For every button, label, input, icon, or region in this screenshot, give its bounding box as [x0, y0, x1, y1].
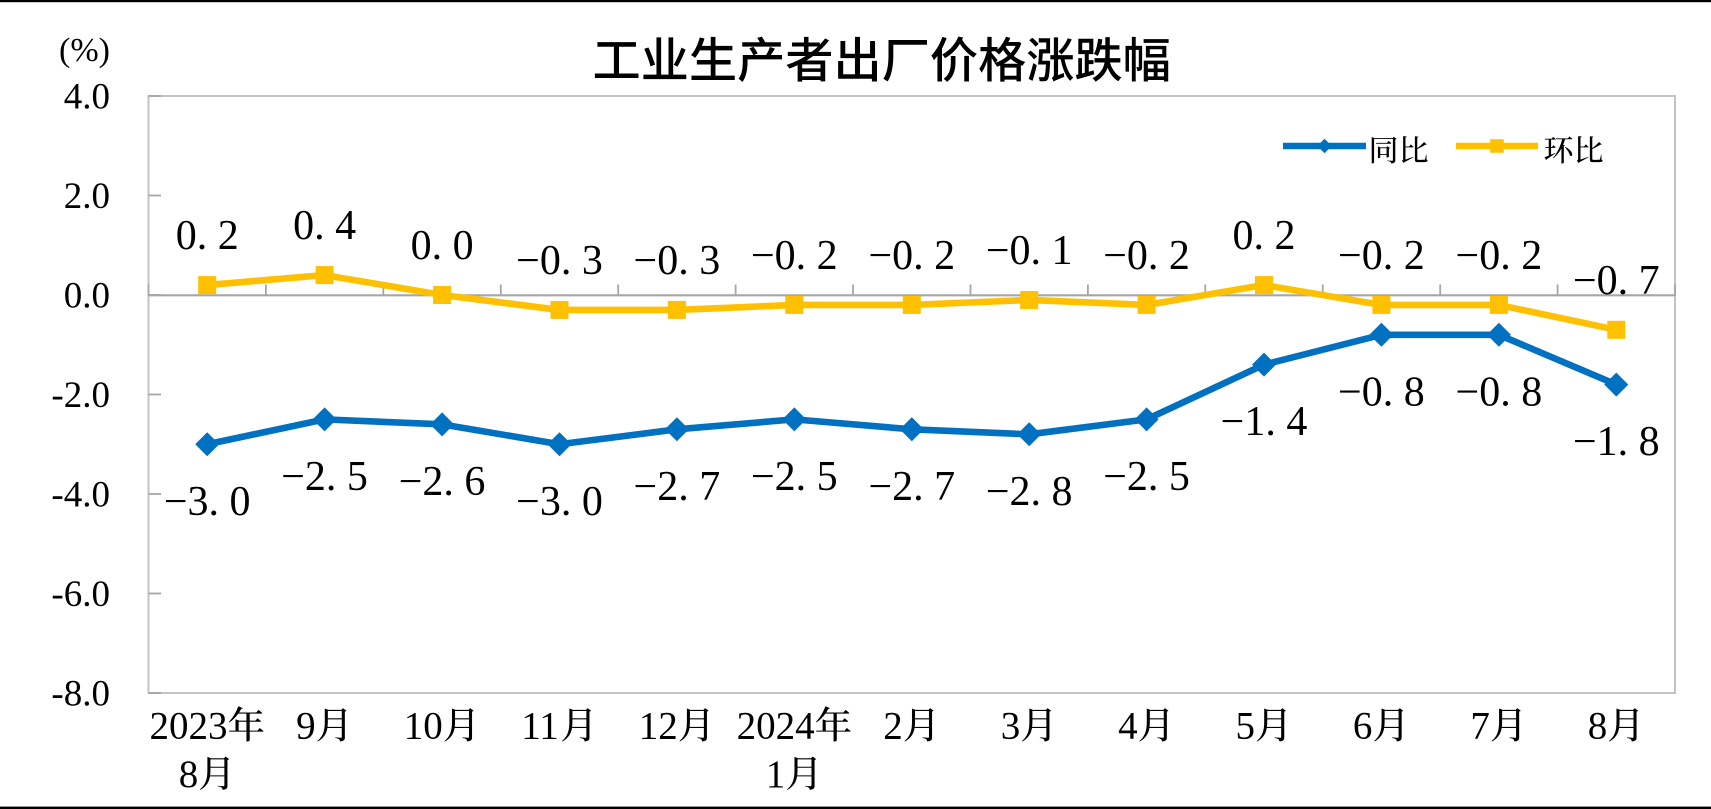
- svg-text:-8.0: -8.0: [51, 674, 110, 715]
- svg-text:−3. 0: −3. 0: [164, 479, 251, 525]
- svg-text:−2. 5: −2. 5: [281, 454, 368, 500]
- svg-text:6: 6: [1353, 704, 1373, 747]
- svg-text:9: 9: [296, 704, 316, 747]
- svg-text:0. 0: 0. 0: [411, 223, 474, 269]
- svg-text:3: 3: [1001, 704, 1021, 747]
- svg-text:0. 4: 0. 4: [293, 203, 356, 249]
- svg-text:−0. 8: −0. 8: [1456, 369, 1543, 415]
- svg-text:2024: 2024: [737, 704, 815, 747]
- svg-text:2: 2: [883, 704, 903, 747]
- svg-text:−0. 1: −0. 1: [986, 228, 1073, 274]
- svg-text:−2. 7: −2. 7: [634, 464, 721, 510]
- svg-text:−0. 2: −0. 2: [868, 233, 955, 279]
- svg-text:4.0: 4.0: [64, 77, 110, 118]
- svg-text:2.0: 2.0: [64, 176, 110, 217]
- svg-text:10: 10: [404, 704, 443, 747]
- svg-text:−0. 7: −0. 7: [1573, 258, 1660, 304]
- svg-text:−0. 8: −0. 8: [1338, 369, 1425, 415]
- svg-text:−2. 6: −2. 6: [399, 459, 486, 505]
- svg-text:8: 8: [1588, 704, 1608, 747]
- svg-text:−2. 5: −2. 5: [1103, 454, 1190, 500]
- svg-text:1: 1: [766, 753, 786, 796]
- svg-text:−1. 8: −1. 8: [1573, 419, 1660, 465]
- svg-text:-6.0: -6.0: [51, 574, 110, 615]
- svg-text:−2. 5: −2. 5: [751, 454, 838, 500]
- svg-text:-4.0: -4.0: [51, 475, 110, 516]
- svg-text:−1. 4: −1. 4: [1221, 399, 1308, 445]
- svg-text:−2. 7: −2. 7: [868, 464, 955, 510]
- svg-text:−2. 8: −2. 8: [986, 469, 1073, 515]
- svg-text:−0. 2: −0. 2: [1456, 233, 1543, 279]
- svg-text:0. 2: 0. 2: [1233, 213, 1296, 259]
- svg-text:(%): (%): [59, 32, 110, 69]
- svg-text:0.0: 0.0: [64, 276, 110, 317]
- svg-text:8: 8: [179, 753, 199, 796]
- svg-text:11: 11: [521, 704, 559, 747]
- svg-text:−0. 3: −0. 3: [634, 238, 721, 284]
- svg-text:−3. 0: −3. 0: [516, 479, 603, 525]
- svg-text:−0. 2: −0. 2: [751, 233, 838, 279]
- svg-text:-2.0: -2.0: [51, 375, 110, 416]
- svg-text:0. 2: 0. 2: [176, 213, 239, 259]
- svg-text:12: 12: [639, 704, 678, 747]
- svg-text:4: 4: [1118, 704, 1138, 747]
- svg-text:−0. 2: −0. 2: [1103, 233, 1190, 279]
- svg-text:−0. 2: −0. 2: [1338, 233, 1425, 279]
- svg-text:2023: 2023: [150, 704, 228, 747]
- svg-text:7: 7: [1470, 704, 1490, 747]
- svg-text:5: 5: [1236, 704, 1256, 747]
- svg-text:−0. 3: −0. 3: [516, 238, 603, 284]
